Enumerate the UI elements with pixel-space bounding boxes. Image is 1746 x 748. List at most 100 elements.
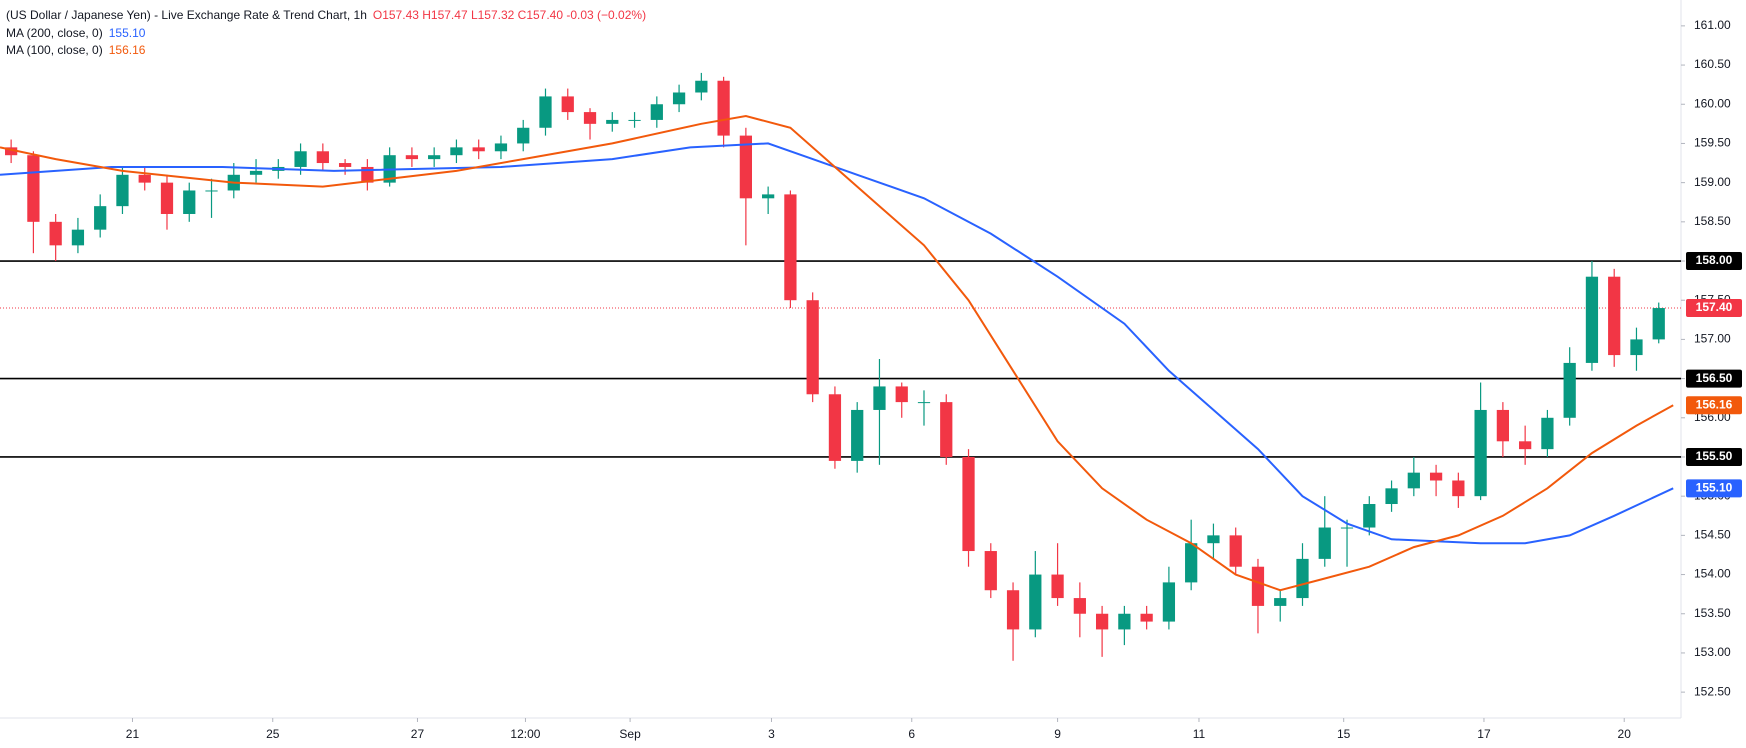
candle-body [183, 190, 196, 214]
y-tick-label: 153.50 [1694, 606, 1731, 620]
candle-body [1452, 480, 1465, 497]
candle-body [1340, 527, 1354, 529]
candle-body [138, 174, 151, 183]
level-label-bg [1686, 369, 1742, 388]
candle-body [1563, 362, 1576, 418]
y-tick-label: 160.00 [1694, 96, 1731, 110]
candle-body [1318, 527, 1331, 559]
level-label-bg [1686, 447, 1742, 466]
x-tick-label: 25 [266, 727, 280, 741]
y-tick-label: 161.00 [1694, 18, 1731, 32]
legend-value: 155.10 [109, 26, 146, 40]
candle-body [650, 104, 663, 120]
candle-body [1652, 308, 1665, 340]
candle-body [561, 96, 574, 113]
candle-body [1274, 598, 1287, 606]
x-tick-label: 27 [411, 727, 425, 741]
legend-name: MA (200, close, 0) [6, 26, 103, 40]
y-tick-label: 159.50 [1694, 136, 1731, 150]
x-tick-label: 15 [1337, 727, 1351, 741]
x-tick-label: 20 [1618, 727, 1632, 741]
y-tick-label: 160.50 [1694, 57, 1731, 71]
ma-last-label: 156.16 [1696, 397, 1733, 411]
ma-line [0, 114, 1674, 592]
candle-body [1140, 613, 1153, 622]
x-tick-label: Sep [619, 727, 641, 741]
candle-body [338, 163, 352, 167]
candle-body [472, 147, 485, 152]
candle-body [873, 386, 886, 410]
legend-name: MA (100, close, 0) [6, 43, 103, 57]
candle-body [494, 143, 508, 152]
candle-body [1185, 543, 1198, 583]
candle-body [1251, 566, 1265, 606]
level-label: 158.00 [1696, 253, 1733, 267]
last-price-label-bg [1686, 299, 1742, 318]
x-tick-label: 6 [908, 727, 915, 741]
y-tick-label: 159.00 [1694, 175, 1731, 189]
candle-body [895, 386, 908, 403]
candle-body [249, 170, 263, 175]
candle-body [1496, 409, 1510, 442]
candle-body [606, 119, 619, 124]
y-tick-label: 153.00 [1694, 645, 1731, 659]
x-tick-label: 9 [1054, 727, 1061, 741]
legend-entry: MA (100, close, 0) 156.16 [6, 43, 146, 57]
candle-body [739, 135, 752, 199]
x-tick-label: 11 [1193, 727, 1206, 741]
candle-body [1296, 558, 1309, 599]
candle-body [1029, 574, 1042, 630]
candle-body [1229, 535, 1242, 567]
ma-last-label-bg [1686, 396, 1742, 415]
candle-body [1630, 339, 1643, 356]
candle-body [1118, 613, 1131, 630]
candle-body [1474, 409, 1487, 497]
level-label-bg [1686, 252, 1742, 271]
legend-entry: MA (200, close, 0) 155.10 [6, 26, 146, 40]
y-tick-label: 157.00 [1694, 332, 1731, 346]
last-price-label: 157.40 [1696, 300, 1733, 314]
candle-body [1207, 535, 1220, 544]
candle-body [405, 155, 419, 160]
candle-body [1407, 472, 1420, 489]
candle-body [917, 402, 931, 404]
candle-body [583, 112, 597, 124]
candle-body [428, 155, 441, 160]
candle-body [316, 151, 329, 164]
candle-body [27, 155, 40, 222]
y-tick-label: 154.50 [1694, 528, 1731, 542]
candle-body [1051, 574, 1064, 599]
candle-body [116, 174, 129, 207]
candle-body [1006, 590, 1020, 630]
candle-body [695, 80, 708, 93]
candle-body [851, 409, 864, 461]
candle-body [5, 147, 18, 156]
candle-body [539, 96, 552, 128]
candle-body [294, 151, 307, 167]
candle-body [1519, 441, 1532, 450]
candle-body [1363, 504, 1376, 528]
level-label: 155.50 [1696, 449, 1733, 463]
candle-body [1095, 613, 1109, 630]
candle-body [1541, 417, 1554, 450]
x-tick-label: 21 [126, 727, 140, 741]
candle-body [450, 147, 463, 156]
ohlc-text: O157.43 H157.47 L157.32 C157.40 -0.03 (−… [373, 8, 646, 22]
candle-body [160, 182, 174, 214]
candle-body [784, 194, 797, 301]
candle-body [628, 119, 641, 121]
candles [5, 72, 1665, 661]
candle-body [940, 402, 953, 457]
ma-line [0, 142, 1674, 545]
candle-body [717, 80, 730, 136]
ma-last-label: 155.10 [1696, 481, 1733, 495]
legend-value: 156.16 [109, 43, 146, 57]
candle-body [1162, 582, 1176, 622]
x-tick-label: 3 [768, 727, 775, 741]
candle-body [517, 127, 530, 144]
candle-body [984, 551, 997, 591]
candle-body [1385, 488, 1398, 505]
candle-body [49, 221, 62, 246]
candle-body [806, 300, 819, 395]
